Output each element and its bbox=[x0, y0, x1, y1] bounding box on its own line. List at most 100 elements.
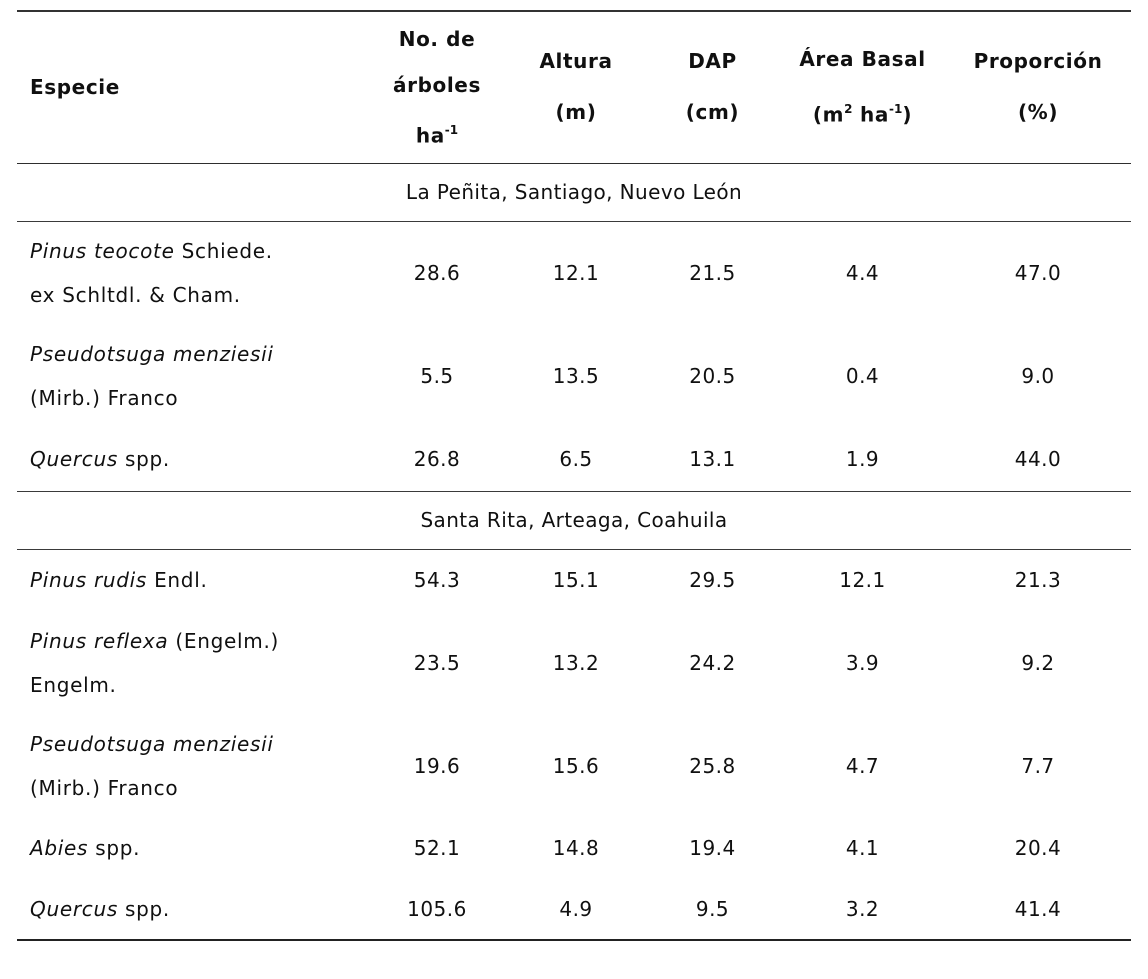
species-table: Especie No. de árboles ha-1 Altura (m) D… bbox=[17, 10, 1131, 941]
column-header-arboles-line3: ha-1 bbox=[415, 122, 459, 148]
species-name-italic: Pinus teocote bbox=[30, 238, 175, 263]
species-authority: Endl. bbox=[147, 568, 208, 593]
cell-arboles: 23.5 bbox=[413, 650, 461, 675]
column-header-altura-line2: (m) bbox=[555, 100, 597, 125]
cell-altura: 15.6 bbox=[552, 753, 600, 778]
cell-arboles: 28.6 bbox=[413, 260, 461, 285]
table-row-pseudotsuga-2: Pseudotsuga menziesii (Mirb.) Franco 19.… bbox=[17, 714, 1131, 817]
cell-proporcion: 20.4 bbox=[1014, 836, 1062, 860]
cell-altura: 4.9 bbox=[559, 897, 593, 921]
cell-area-basal: 4.7 bbox=[845, 753, 880, 778]
column-header-dap-line1: DAP bbox=[688, 49, 737, 74]
table-row-quercus-2: Quercus spp. 105.6 4.9 9.5 3.2 41.4 bbox=[17, 879, 1131, 940]
superscript-2: 2 bbox=[844, 101, 853, 116]
cell-altura: 6.5 bbox=[559, 446, 593, 471]
cell-dap: 29.5 bbox=[689, 568, 736, 593]
cell-proporcion: 41.4 bbox=[1014, 897, 1062, 921]
cell-altura: 12.1 bbox=[552, 260, 600, 285]
cell-area-basal: 3.9 bbox=[845, 650, 880, 675]
cell-proporcion: 9.2 bbox=[1021, 650, 1055, 675]
species-cell: Pseudotsuga menziesii (Mirb.) Franco bbox=[17, 714, 367, 817]
column-header-area-basal-line2: (m2 ha-1) bbox=[812, 101, 913, 127]
cell-dap: 13.1 bbox=[689, 446, 736, 471]
species-cell: Quercus spp. bbox=[17, 427, 367, 491]
cell-area-basal: 4.1 bbox=[845, 836, 880, 860]
species-cell: Quercus spp. bbox=[17, 879, 367, 940]
table-row-pseudotsuga-1: Pseudotsuga menziesii (Mirb.) Franco 5.5… bbox=[17, 324, 1131, 427]
cell-arboles: 54.3 bbox=[413, 568, 461, 593]
section-title: La Peñita, Santiago, Nuevo León bbox=[405, 180, 743, 204]
species-authority: spp. bbox=[88, 836, 141, 860]
species-name-italic: Quercus bbox=[30, 446, 118, 471]
cell-area-basal: 0.4 bbox=[845, 363, 880, 388]
species-authority: Schiede. bbox=[174, 238, 273, 263]
cell-altura: 15.1 bbox=[552, 568, 600, 593]
table-row-abies: Abies spp. 52.1 14.8 19.4 4.1 20.4 bbox=[17, 817, 1131, 879]
species-name-italic: Pseudotsuga menziesii bbox=[30, 341, 274, 366]
species-cell: Abies spp. bbox=[17, 817, 367, 879]
table-row-pinus-rudis: Pinus rudis Endl. 54.3 15.1 29.5 12.1 21… bbox=[17, 549, 1131, 611]
species-cell: Pinus reflexa (Engelm.) Engelm. bbox=[17, 611, 367, 714]
species-name-italic: Pinus reflexa bbox=[30, 628, 169, 653]
cell-altura: 13.2 bbox=[552, 650, 600, 675]
column-header-proporcion: Proporción (%) bbox=[945, 11, 1131, 163]
cell-dap: 25.8 bbox=[689, 753, 736, 778]
cell-area-basal: 1.9 bbox=[845, 446, 880, 471]
cell-proporcion: 9.0 bbox=[1021, 363, 1055, 388]
column-header-arboles-line1: No. de bbox=[398, 26, 476, 51]
column-header-dap-line2: (cm) bbox=[685, 100, 740, 125]
cell-area-basal: 4.4 bbox=[845, 260, 880, 285]
section-title: Santa Rita, Arteaga, Coahuila bbox=[420, 508, 728, 532]
column-header-arboles: No. de árboles ha-1 bbox=[367, 11, 507, 163]
cell-altura: 13.5 bbox=[552, 363, 600, 388]
cell-proporcion: 7.7 bbox=[1021, 753, 1055, 778]
species-name-italic: Abies bbox=[30, 836, 89, 860]
cell-area-basal: 3.2 bbox=[845, 897, 880, 921]
table-header-row: Especie No. de árboles ha-1 Altura (m) D… bbox=[17, 11, 1131, 163]
cell-altura: 14.8 bbox=[552, 836, 600, 860]
column-header-arboles-line2: árboles bbox=[393, 72, 481, 97]
cell-dap: 21.5 bbox=[689, 260, 736, 285]
species-name-italic: Pseudotsuga menziesii bbox=[30, 731, 274, 756]
table-row-pinus-teocote: Pinus teocote Schiede. ex Schltdl. & Cha… bbox=[17, 221, 1131, 324]
species-cell: Pinus teocote Schiede. ex Schltdl. & Cha… bbox=[17, 221, 367, 324]
cell-arboles: 52.1 bbox=[413, 836, 461, 860]
cell-arboles: 19.6 bbox=[413, 753, 461, 778]
column-header-especie-label: Especie bbox=[30, 75, 120, 100]
table-wrapper: Especie No. de árboles ha-1 Altura (m) D… bbox=[17, 10, 1131, 941]
cell-proporcion: 21.3 bbox=[1014, 568, 1062, 593]
column-header-area-basal-line1: Área Basal bbox=[799, 46, 926, 71]
species-line2: Engelm. bbox=[30, 672, 117, 697]
column-header-proporcion-line1: Proporción bbox=[973, 49, 1103, 74]
column-header-altura-line1: Altura bbox=[539, 49, 613, 74]
cell-dap: 24.2 bbox=[689, 650, 736, 675]
species-line2: ex Schltdl. & Cham. bbox=[30, 282, 241, 307]
cell-proporcion: 47.0 bbox=[1014, 260, 1062, 285]
section-row-santa-rita: Santa Rita, Arteaga, Coahuila bbox=[17, 491, 1131, 549]
column-header-altura: Altura (m) bbox=[507, 11, 645, 163]
species-cell: Pinus rudis Endl. bbox=[17, 549, 367, 611]
species-authority: spp. bbox=[117, 897, 170, 921]
column-header-dap: DAP (cm) bbox=[645, 11, 780, 163]
cell-area-basal: 12.1 bbox=[839, 568, 886, 593]
cell-dap: 9.5 bbox=[695, 897, 730, 921]
cell-arboles: 105.6 bbox=[407, 897, 467, 921]
cell-arboles: 26.8 bbox=[413, 446, 461, 471]
column-header-proporcion-line2: (%) bbox=[1017, 100, 1059, 125]
table-row-quercus-1: Quercus spp. 26.8 6.5 13.1 1.9 44.0 bbox=[17, 427, 1131, 491]
species-authority: spp. bbox=[117, 446, 170, 471]
column-header-especie: Especie bbox=[17, 11, 367, 163]
species-authority: (Engelm.) bbox=[168, 628, 280, 653]
species-cell: Pseudotsuga menziesii (Mirb.) Franco bbox=[17, 324, 367, 427]
species-name-italic: Quercus bbox=[30, 897, 118, 921]
species-line2: (Mirb.) Franco bbox=[30, 385, 179, 410]
superscript-minus1: -1 bbox=[888, 101, 903, 116]
cell-proporcion: 44.0 bbox=[1014, 446, 1062, 471]
column-header-area-basal: Área Basal (m2 ha-1) bbox=[780, 11, 945, 163]
section-row-la-penita: La Peñita, Santiago, Nuevo León bbox=[17, 163, 1131, 221]
species-name-italic: Pinus rudis bbox=[30, 568, 148, 593]
species-line2: (Mirb.) Franco bbox=[30, 775, 179, 800]
superscript-minus1: -1 bbox=[444, 122, 459, 137]
cell-arboles: 5.5 bbox=[420, 363, 454, 388]
